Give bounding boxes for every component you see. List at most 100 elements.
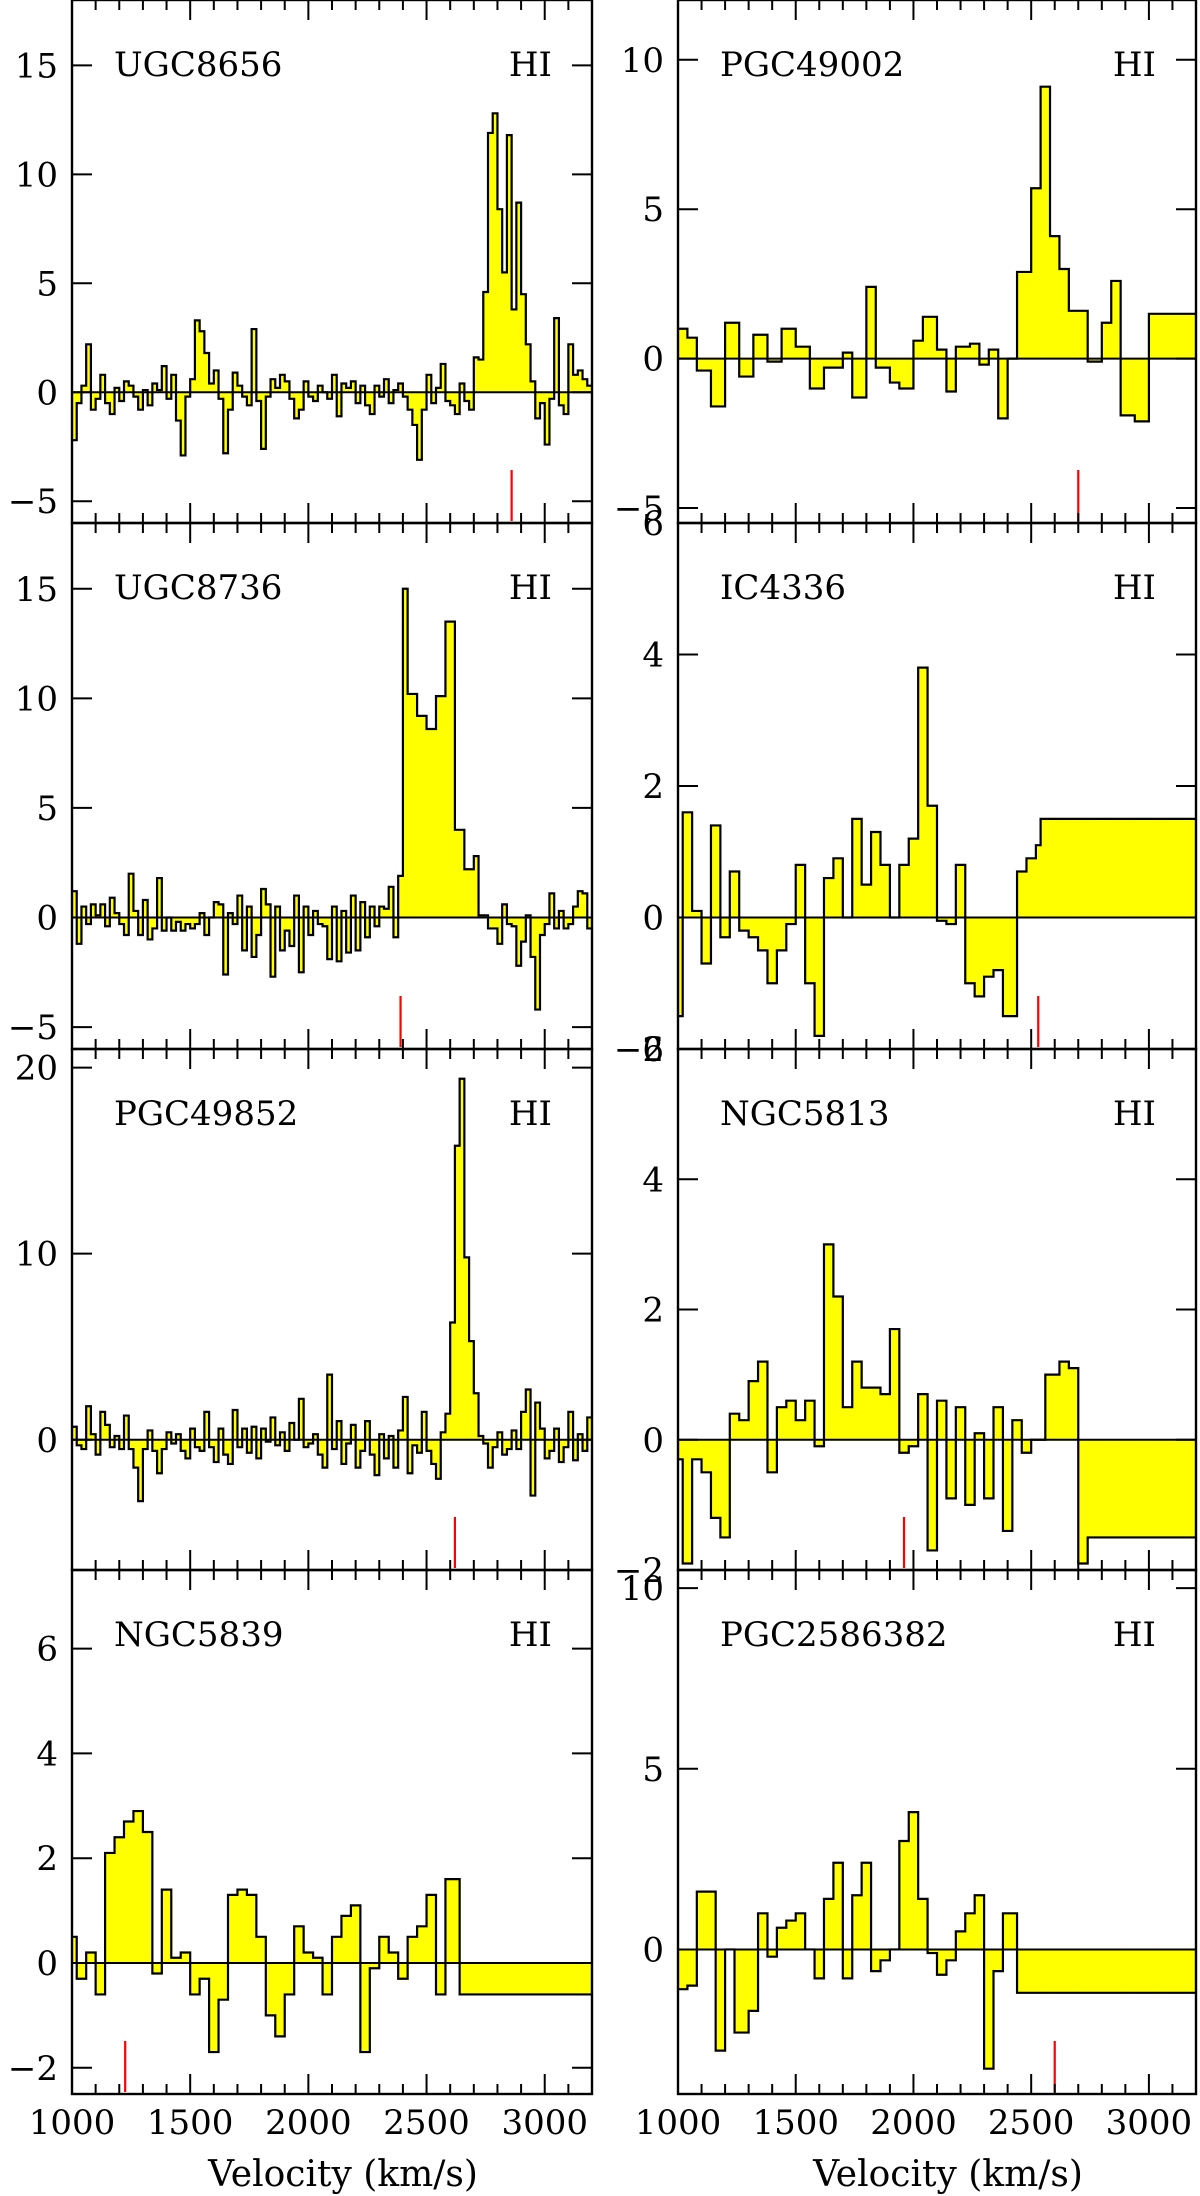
- spectrum-bin: [355, 917, 361, 951]
- spectrum-bin: [838, 858, 844, 918]
- spectrum-bin: [706, 1891, 712, 1950]
- spectrum-bin: [360, 1439, 366, 1451]
- spectrum-bin: [393, 1439, 399, 1468]
- spectrum-bin: [502, 1439, 508, 1455]
- spectrum-bin: [678, 1439, 684, 1460]
- spectrum-bin: [152, 1439, 158, 1451]
- spectrum-bin: [199, 1439, 205, 1451]
- spectrum-bin: [1002, 1913, 1008, 1950]
- spectrum-bin: [265, 904, 271, 918]
- spectrum-bin: [795, 346, 801, 359]
- spectrum-bin: [795, 1913, 801, 1950]
- spectrum-bin: [105, 1424, 111, 1440]
- spectrum-bin: [1045, 1949, 1051, 1993]
- spectrum-bin: [823, 1244, 829, 1440]
- spectrum-bin: [355, 392, 361, 404]
- spectrum-bin: [701, 917, 707, 964]
- spectrum-bin: [587, 917, 592, 929]
- spectrum-bin: [360, 385, 366, 393]
- spectrum-bin: [696, 1439, 702, 1460]
- spectrum-bin: [932, 316, 938, 359]
- spectrum-bin: [431, 392, 437, 404]
- spectrum-bin: [549, 1963, 555, 1995]
- spectrum-bin: [946, 1949, 952, 1961]
- spectrum-bin: [720, 358, 726, 407]
- x-axis-label-right: Velocity (km/s): [812, 2154, 1083, 2195]
- spectrum-bin: [847, 1407, 853, 1440]
- spectrum-bin: [988, 349, 994, 359]
- spectrum-bin: [1087, 1439, 1093, 1538]
- spectrum-bin: [303, 906, 309, 918]
- spectrum-bin: [1177, 313, 1183, 359]
- spectrum-bin: [228, 1894, 234, 1963]
- spectrum-bin: [270, 917, 276, 977]
- spectrum-bin: [706, 358, 712, 371]
- spectrum-bin: [166, 1889, 172, 1963]
- spectrum-bin: [171, 1439, 177, 1444]
- spectrum-bin: [758, 1361, 764, 1440]
- x-tick-label: 1500: [147, 2103, 234, 2143]
- spectrum-bin: [842, 1407, 848, 1440]
- spectrum-bin: [303, 1439, 309, 1448]
- plot-area-ugc8736: [72, 587, 592, 1047]
- spectrum-bin: [852, 818, 858, 918]
- y-tick-label: 20: [15, 1049, 58, 1089]
- spectrum-bin: [823, 358, 829, 368]
- spectrum-bin: [582, 1439, 588, 1451]
- spectrum-bin: [828, 878, 834, 918]
- spectrum-bin: [904, 1841, 910, 1950]
- spectrum-bin: [72, 392, 78, 441]
- spectrum-bin: [294, 392, 300, 419]
- spectrum-bin: [265, 1963, 271, 2016]
- spectrum-bin: [388, 886, 394, 918]
- spectrum-bin: [530, 381, 536, 393]
- spectrum-bin: [246, 906, 252, 918]
- spectrum-bin: [440, 696, 446, 918]
- spectrum-bin: [402, 588, 408, 918]
- spectrum-bin: [280, 374, 286, 393]
- plot-area-ugc8656: [72, 112, 592, 521]
- spectrum-bin: [767, 1439, 773, 1473]
- spectrum-bin: [776, 1407, 782, 1440]
- spectrum-bin: [90, 1434, 96, 1440]
- spectrum-bin: [1106, 1439, 1112, 1538]
- line-label: HI: [509, 1094, 552, 1134]
- spectrum-bin: [758, 1913, 764, 1950]
- spectrum-bin: [682, 328, 688, 359]
- spectrum-bin: [1054, 818, 1060, 918]
- spectrum-bin: [133, 1439, 139, 1468]
- spectrum-bin: [687, 337, 693, 359]
- spectrum-bin: [786, 328, 792, 359]
- spectrum-line: [678, 85, 1196, 423]
- spectrum-bin: [242, 1428, 248, 1440]
- spectrum-line: [72, 587, 592, 1011]
- spectrum-bin: [412, 693, 418, 918]
- spectrum-bin: [185, 1952, 191, 1963]
- spectrum-bin: [710, 358, 716, 407]
- spectrum-bin: [213, 370, 219, 393]
- spectrum-bin: [492, 917, 498, 929]
- spectrum-bin: [284, 381, 290, 393]
- spectrum-bin: [998, 1949, 1004, 1972]
- spectrum-bin: [213, 902, 219, 918]
- spectrum-bin: [313, 392, 319, 401]
- spectrum-bin: [1106, 1949, 1112, 1993]
- spectrum-bin: [587, 1963, 592, 1995]
- spectrum-bin: [194, 917, 200, 925]
- spectrum-bin: [758, 334, 764, 359]
- spectrum-bin: [502, 1963, 508, 1995]
- spectrum-bin: [715, 358, 721, 407]
- spectrum-bin: [308, 1952, 314, 1963]
- spectrum-bin: [251, 1426, 257, 1440]
- spectrum-bin: [119, 392, 125, 401]
- spectrum-bin: [308, 392, 314, 397]
- spectrum-bin: [218, 904, 224, 918]
- spectrum-bin: [762, 334, 768, 359]
- spectrum-bin: [393, 1952, 399, 1963]
- spectrum-bin: [138, 392, 144, 410]
- spectrum-bin: [190, 1963, 196, 1995]
- y-tick-label: 10: [15, 1235, 58, 1275]
- spectrum-bin: [937, 1949, 943, 1975]
- spectrum-bin: [894, 358, 900, 383]
- spectrum-bin: [412, 1936, 418, 1963]
